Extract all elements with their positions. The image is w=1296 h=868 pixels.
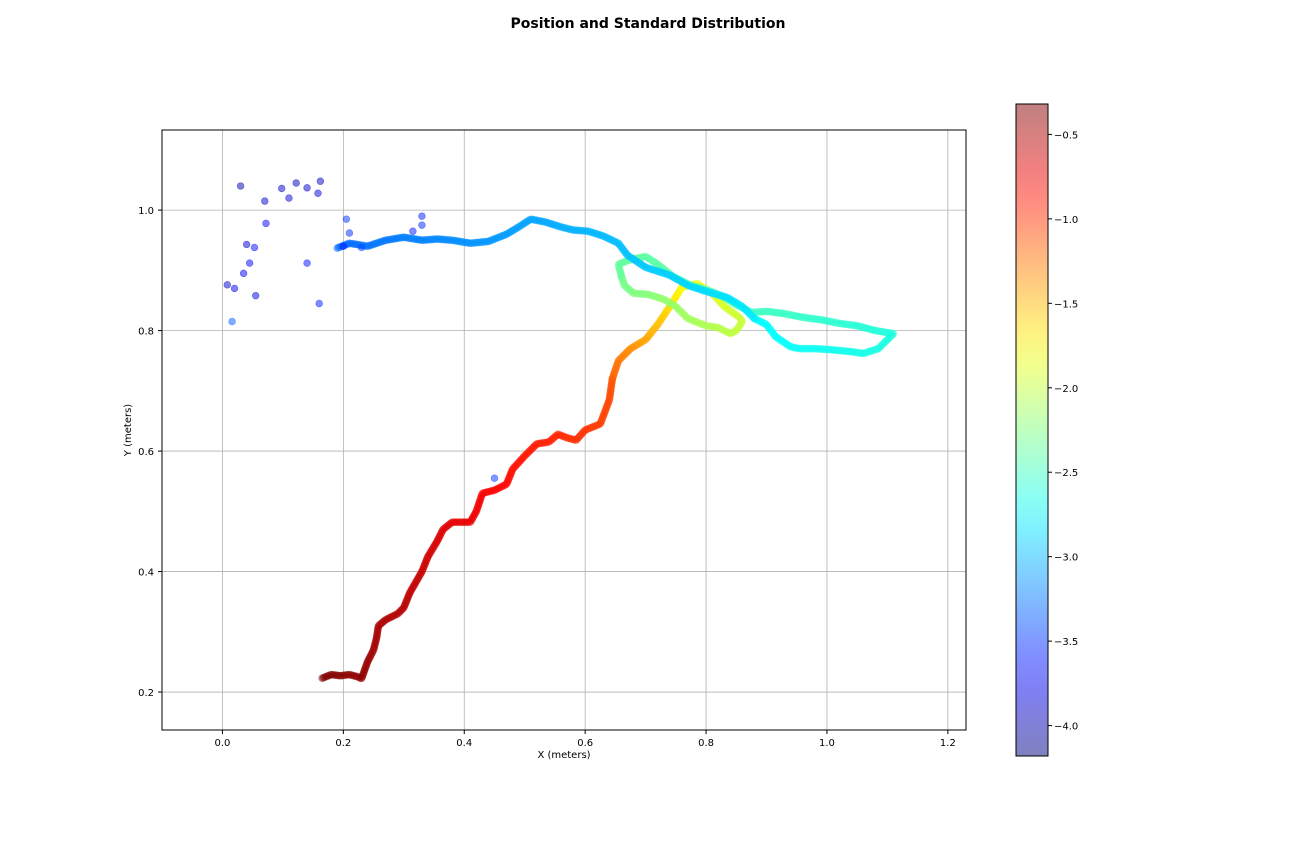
scatter-point [418, 221, 426, 229]
x-tick-label: 0.4 [456, 738, 472, 749]
scatter-point [357, 243, 366, 252]
x-axis-label: X (meters) [537, 750, 590, 761]
x-tick-label: 0.2 [335, 738, 351, 749]
scatter-point [303, 259, 311, 267]
scatter-point [230, 284, 239, 293]
x-tick-label: 1.2 [940, 738, 956, 749]
scatter-point [250, 243, 259, 252]
scatter-point [261, 197, 269, 205]
colorbar-tick-label: −2.0 [1054, 384, 1078, 395]
scatter-point [418, 212, 426, 220]
scatter-point [245, 259, 254, 267]
colorbar-frame [1015, 103, 1049, 757]
colorbar-tick-label: −2.5 [1054, 468, 1078, 479]
plot-frame [161, 129, 967, 731]
colorbar-ticks: −4.0 −3.5 −3.0 −2.5 −2.0 −1.5 −1.0 −0.5 [1048, 130, 1078, 733]
scatter-point [242, 240, 251, 249]
x-tick-label: 0.6 [577, 738, 593, 749]
x-tick-label: 1.0 [819, 738, 835, 749]
scatter-point [285, 194, 293, 202]
scatter-point [252, 291, 260, 300]
axis-ticks: 0.0 0.2 0.4 0.6 0.8 1.0 1.2 0.2 0.4 0.6 0.8 1.0 [138, 206, 956, 749]
colorbar: −4.0 −3.5 −3.0 −2.5 −2.0 −1.5 −1.0 −0.5 [1015, 103, 1078, 757]
colorbar-tick-label: −0.5 [1054, 130, 1078, 141]
scatter-point [228, 317, 236, 326]
y-tick-label: 1.0 [138, 206, 154, 217]
scatter-point [292, 179, 300, 187]
x-tick-label: 0.0 [214, 738, 230, 749]
grid [162, 130, 966, 730]
scatter-point [339, 242, 348, 250]
scatter-point [409, 227, 417, 235]
y-tick-label: 0.6 [138, 447, 154, 458]
scatter-point [314, 189, 322, 197]
colorbar-tick-label: −1.5 [1054, 299, 1078, 310]
scatter-point [315, 299, 323, 308]
y-tick-label: 0.4 [138, 568, 154, 579]
scatter-point [316, 177, 325, 185]
scatter-point [277, 184, 286, 193]
chart-title: Position and Standard Distribution [511, 16, 786, 32]
colorbar-tick-label: −1.0 [1054, 215, 1078, 226]
scatter-point [345, 229, 354, 237]
scatter-point [262, 219, 270, 228]
scatter-point [239, 269, 248, 278]
y-tick-label: 0.8 [138, 327, 154, 338]
y-axis-label: Y (meters) [123, 404, 134, 457]
colorbar-gradient [1016, 104, 1048, 756]
scatter-point [342, 215, 351, 223]
scatter-point [490, 474, 499, 482]
colorbar-tick-label: −4.0 [1054, 722, 1078, 733]
colorbar-tick-label: −3.5 [1054, 637, 1078, 648]
scatter-point [223, 281, 231, 289]
x-tick-label: 0.8 [698, 738, 714, 749]
scatter-point [236, 182, 245, 190]
scatter-point [303, 184, 311, 192]
plot-area [223, 177, 898, 683]
y-tick-label: 0.2 [138, 688, 154, 699]
colorbar-tick-label: −3.0 [1054, 553, 1078, 564]
